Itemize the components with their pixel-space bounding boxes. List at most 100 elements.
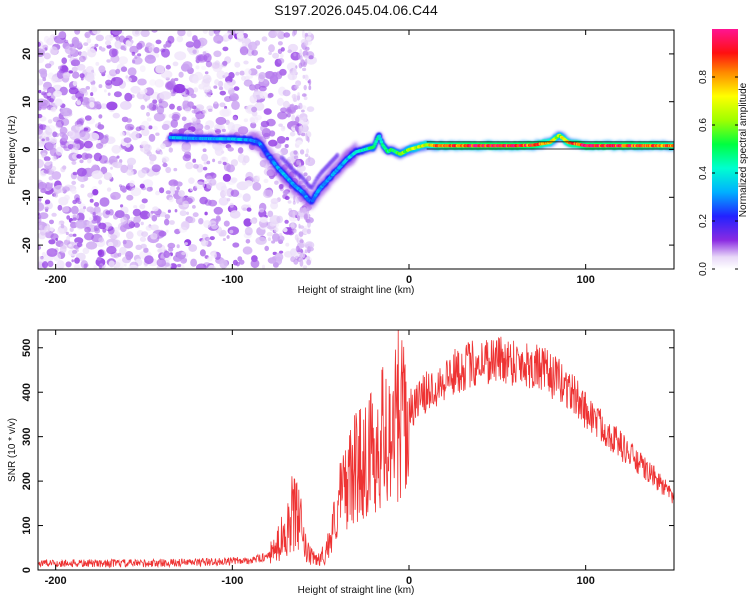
spectrogram-noise-speckle — [144, 255, 154, 265]
spectrogram-noise-speckle — [83, 127, 89, 131]
spectrogram-noise-speckle — [120, 164, 129, 174]
spectrogram-noise-speckle — [108, 260, 115, 268]
spectrogram-noise-speckle — [306, 228, 312, 235]
spectrogram-noise-speckle — [286, 113, 291, 118]
spectrogram-noise-speckle — [120, 66, 128, 72]
spectrogram-noise-speckle — [38, 113, 43, 119]
spectrogram-noise-speckle — [170, 78, 175, 84]
spectrogram-noise-speckle — [72, 249, 78, 254]
spectrogram-noise-speckle — [93, 152, 102, 162]
spectrogram-noise-speckle — [162, 162, 168, 168]
spectrogram-noise-speckle — [256, 175, 261, 180]
spectrogram-noise-speckle — [115, 68, 121, 75]
spectrogram-noise-speckle — [49, 46, 58, 56]
spectrogram-noise-speckle — [93, 265, 97, 269]
spectrogram-noise-speckle — [114, 210, 125, 219]
spectrogram-noise-speckle — [280, 147, 289, 155]
spectrogram-noise-speckle — [168, 197, 174, 203]
spectrogram-noise-speckle — [250, 117, 256, 123]
spectrogram-noise-speckle — [41, 92, 46, 96]
spectrogram-noise-speckle — [163, 250, 170, 258]
spectrogram-noise-speckle — [249, 116, 259, 124]
spectrogram-noise-speckle — [222, 238, 226, 241]
spectrogram-noise-speckle — [168, 147, 173, 153]
spectrogram-noise-speckle — [179, 210, 187, 217]
spectrogram-noise-speckle — [98, 179, 103, 185]
spectrogram-noise-speckle — [72, 233, 77, 237]
spectrogram-noise-speckle — [167, 242, 176, 249]
spectrogram-noise-speckle — [226, 164, 236, 173]
spectrogram-noise-speckle — [79, 131, 91, 141]
spectrogram-noise-speckle — [140, 221, 144, 226]
spectrogram-noise-speckle — [72, 199, 78, 205]
spectrogram-noise-speckle — [216, 70, 226, 80]
spectrogram-noise-speckle — [197, 106, 203, 111]
spectrogram-noise-speckle — [174, 51, 187, 61]
snr-x-tick-label: -200 — [45, 575, 67, 587]
spectrogram-noise-speckle — [43, 156, 51, 162]
spectrogram-noise-speckle — [193, 39, 201, 49]
spectrogram-noise-speckle — [133, 205, 138, 209]
spectrogram-noise-speckle — [299, 207, 304, 214]
spectrogram-noise-speckle — [228, 34, 233, 40]
spectrogram-noise-speckle — [88, 97, 95, 104]
spectrogram-noise-speckle — [213, 123, 223, 132]
spectrogram-noise-speckle — [100, 135, 109, 144]
spectrogram-noise-speckle — [244, 180, 253, 187]
spectrogram-noise-speckle — [168, 247, 174, 252]
spectrogram-noise-speckle — [121, 187, 127, 193]
spectrogram-noise-speckle — [70, 59, 81, 67]
spectrogram-noise-speckle — [38, 78, 43, 86]
spectrogram-noise-speckle — [129, 180, 135, 187]
spectrogram-noise-speckle — [149, 79, 157, 86]
spectrogram-noise-speckle — [59, 126, 68, 135]
spectrogram-noise-speckle — [244, 68, 252, 77]
spectrogram-noise-speckle — [97, 212, 103, 217]
spectrogram-noise-speckle — [47, 119, 53, 124]
spectrogram-noise-speckle — [106, 101, 118, 111]
spectrogram-noise-speckle — [301, 93, 307, 97]
spectrogram-ridge-branch — [335, 152, 340, 158]
spectrogram-noise-speckle — [107, 226, 115, 235]
spectrogram-noise-speckle — [120, 204, 124, 208]
spectrogram-noise-speckle — [308, 155, 311, 163]
spectrogram-noise-speckle — [119, 131, 125, 137]
spectrogram-noise-speckle — [222, 173, 231, 182]
spectrogram-noise-speckle — [70, 206, 79, 214]
spectrogram-noise-speckle — [68, 233, 74, 238]
spectrogram-noise-speckle — [53, 90, 62, 98]
spectrogram-noise-speckle — [38, 158, 44, 169]
spectrogram-noise-speckle — [98, 84, 103, 89]
spectrogram-noise-speckle — [172, 61, 179, 67]
spectrogram-noise-speckle — [242, 246, 253, 255]
spectrogram-noise-speckle — [98, 114, 103, 119]
spectrogram-noise-speckle — [61, 57, 67, 64]
spectrogram-noise-speckle — [129, 133, 134, 138]
spectrogram-noise-speckle — [119, 246, 127, 255]
spectrogram-noise-speckle — [146, 151, 152, 157]
spectrogram-noise-speckle — [84, 263, 89, 267]
spectrogram-noise-speckle — [255, 236, 267, 245]
spectrogram-noise-speckle — [113, 266, 117, 269]
spectrogram-noise-speckle — [301, 105, 307, 110]
spectrogram-noise-speckle — [42, 86, 48, 91]
spectrogram-noise-speckle — [123, 47, 127, 51]
spectrogram-noise-speckle — [262, 189, 273, 199]
spectrogram-noise-speckle — [43, 52, 51, 60]
spectrogram-noise-speckle — [201, 65, 207, 70]
spectrogram-noise-speckle — [194, 181, 205, 190]
spectrogram-noise-speckle — [41, 138, 45, 142]
spectrogram-noise-speckle — [199, 196, 208, 205]
spectrogram-noise-speckle — [297, 165, 301, 173]
spectrogram-noise-speckle — [293, 195, 296, 203]
spectrogram-noise-speckle — [267, 237, 271, 242]
spectrogram-noise-speckle — [126, 77, 132, 83]
spectrogram-noise-speckle — [174, 77, 179, 82]
spectrogram-noise-speckle — [213, 251, 217, 256]
spectrogram-noise-speckle — [192, 205, 196, 209]
spectrogram-noise-speckle — [302, 228, 308, 233]
spectrogram-noise-speckle — [303, 172, 308, 177]
spectrogram-noise-speckle — [123, 137, 132, 144]
spectrogram-noise-speckle — [123, 239, 134, 249]
